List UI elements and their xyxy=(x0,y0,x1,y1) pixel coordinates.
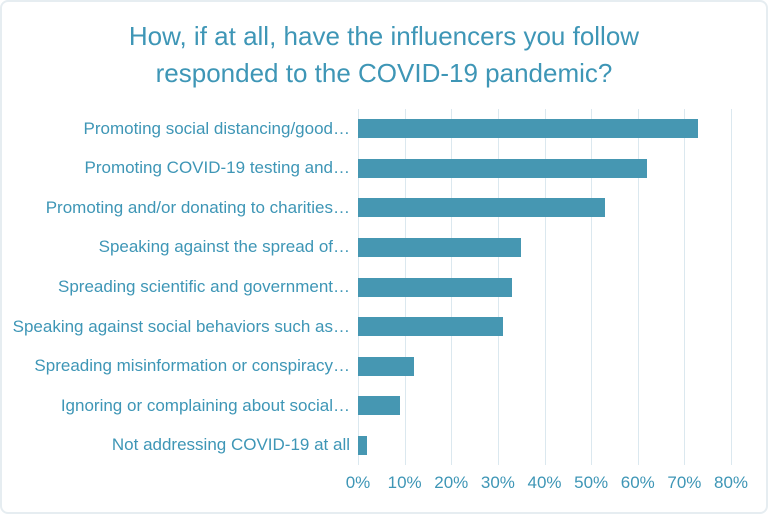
bar-track xyxy=(358,435,731,455)
x-tick-label: 50% xyxy=(574,473,609,492)
chart-row: Promoting and/or donating to charities… xyxy=(2,188,766,228)
x-axis: 0% 10% 20% 30% 40% 50% 60% 70% 80% xyxy=(346,473,748,497)
bar-track xyxy=(358,356,731,376)
category-label: Spreading misinformation or conspiracy… xyxy=(34,356,350,376)
gridline xyxy=(684,109,686,465)
bar-chart: Promoting social distancing/good… Promot… xyxy=(2,109,766,501)
category-label: Promoting and/or donating to charities… xyxy=(45,197,350,217)
x-tick-label: 20% xyxy=(434,473,469,492)
bar xyxy=(358,396,400,416)
gridline xyxy=(731,109,732,465)
category-label: Speaking against the spread of… xyxy=(98,237,350,257)
category-label: Promoting social distancing/good… xyxy=(83,118,350,138)
x-tick-label: 40% xyxy=(527,473,562,492)
bar xyxy=(358,356,414,376)
bar-track xyxy=(358,198,731,218)
x-tick-label: 80% xyxy=(713,473,749,492)
x-tick-label: 30% xyxy=(480,473,515,492)
category-label: Speaking against social behaviors such a… xyxy=(12,316,350,336)
x-tick-label: 10% xyxy=(387,473,422,492)
bar-track xyxy=(358,237,731,257)
bar-track xyxy=(358,158,731,178)
gridline xyxy=(637,109,639,465)
x-tick-label: 60% xyxy=(620,473,655,492)
category-label: Not addressing COVID-19 at all xyxy=(111,435,350,455)
chart-row: Speaking against the spread of… xyxy=(2,228,766,268)
chart-row: Spreading scientific and government… xyxy=(2,267,766,307)
chart-row: Promoting COVID-19 testing and… xyxy=(2,149,766,189)
bar xyxy=(358,237,522,257)
bar-track xyxy=(358,277,731,297)
chart-title: How, if at all, have the influencers you… xyxy=(128,21,640,88)
bar xyxy=(358,198,606,218)
chart-row: Ignoring or complaining about social… xyxy=(2,386,766,426)
gridline xyxy=(591,109,593,465)
chart-rows: Promoting social distancing/good… Promot… xyxy=(2,109,766,465)
bar xyxy=(358,277,512,297)
chart-row: Speaking against social behaviors such a… xyxy=(2,307,766,347)
x-tick-label: 0% xyxy=(345,473,371,492)
chart-row: Promoting social distancing/good… xyxy=(2,109,766,149)
bar xyxy=(358,435,368,455)
gridline xyxy=(544,109,546,465)
category-label: Ignoring or complaining about social… xyxy=(60,395,350,415)
bar-track xyxy=(358,317,731,337)
category-label: Spreading scientific and government… xyxy=(58,277,350,297)
bar xyxy=(358,119,699,139)
bar xyxy=(358,158,648,178)
chart-row: Not addressing COVID-19 at all xyxy=(2,426,766,466)
x-tick-label: 70% xyxy=(667,473,702,492)
bar xyxy=(358,317,503,337)
bar-track xyxy=(358,396,731,416)
bar-track xyxy=(358,119,731,139)
chart-row: Spreading misinformation or conspiracy… xyxy=(2,346,766,386)
category-label: Promoting COVID-19 testing and… xyxy=(84,158,350,178)
